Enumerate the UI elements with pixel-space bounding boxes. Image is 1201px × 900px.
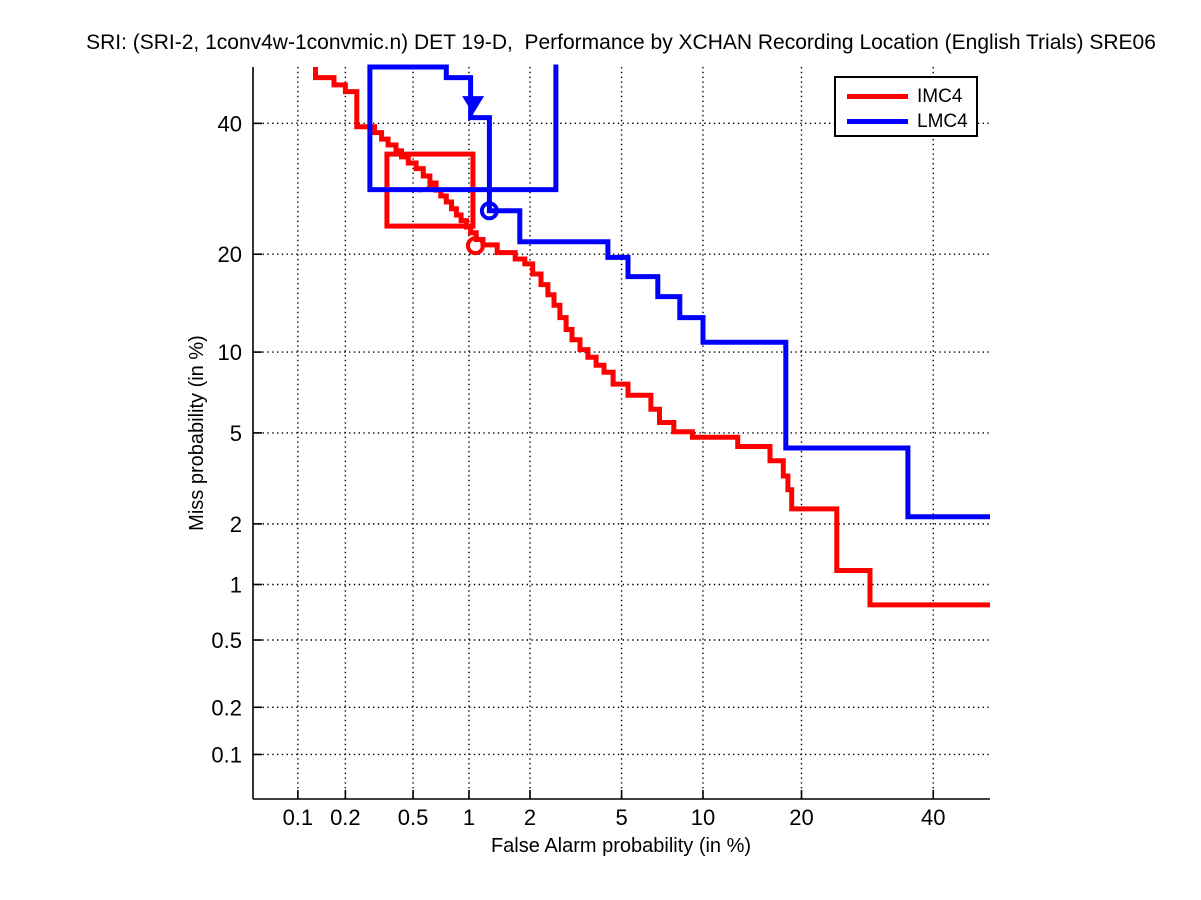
legend-item-lmc4: LMC4 — [836, 109, 976, 134]
y-axis-label: Miss probability (in %) — [186, 335, 208, 531]
marker-imc4-circle — [465, 236, 485, 256]
legend: IMC4 LMC4 — [834, 76, 978, 137]
y-tick-label: 0.2 — [211, 695, 242, 720]
x-tick-label: 1 — [463, 805, 475, 830]
y-tick-label: 10 — [218, 340, 242, 365]
y-tick-label: 1 — [230, 573, 242, 598]
legend-line-sample-blue — [847, 119, 908, 124]
x-tick-label: 40 — [921, 805, 945, 830]
legend-label-lmc4: LMC4 — [917, 111, 968, 132]
marker-lmc4-circle — [479, 201, 499, 221]
x-tick-label: 20 — [789, 805, 813, 830]
y-tick-label: 5 — [230, 421, 242, 446]
legend-item-imc4: IMC4 — [836, 84, 976, 109]
x-tick-label: 0.1 — [283, 805, 314, 830]
y-tick-label: 2 — [230, 512, 242, 537]
marker-lmc4-arrow — [462, 96, 485, 115]
axes — [252, 67, 990, 800]
figure-title: SRI: (SRI-2, 1conv4w-1convmic.n) DET 19-… — [86, 31, 1156, 54]
series-lmc4 — [367, 64, 990, 520]
x-axis-label: False Alarm probability (in %) — [490, 835, 752, 857]
y-tick-label: 0.1 — [211, 742, 242, 767]
x-tick-label: 5 — [615, 805, 627, 830]
legend-line-sample-red — [847, 94, 908, 99]
legend-label-imc4: IMC4 — [917, 86, 963, 107]
grid — [253, 67, 990, 799]
tick-labels: 0.1 0.2 0.5 1 2 5 10 20 40 40 20 10 5 2 1 0.5 0.2 0.1 — [211, 111, 945, 830]
y-tick-label: 20 — [218, 242, 242, 267]
x-tick-label: 10 — [691, 805, 715, 830]
y-tick-label: 40 — [218, 111, 242, 136]
x-tick-label: 2 — [524, 805, 536, 830]
x-tick-label: 0.5 — [398, 805, 429, 830]
x-tick-label: 0.2 — [330, 805, 361, 830]
det-curve-lmc4 — [369, 64, 990, 520]
marker-lmc4-square — [367, 64, 559, 193]
det-curve-imc4 — [313, 67, 990, 608]
y-tick-label: 0.5 — [211, 628, 242, 653]
